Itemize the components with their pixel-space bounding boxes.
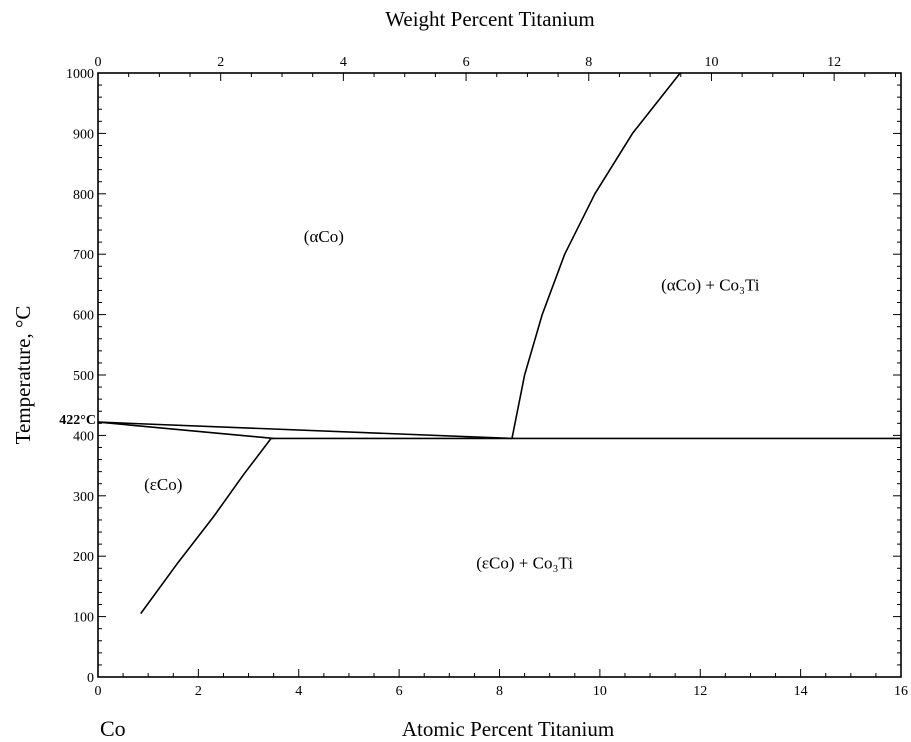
eutectoid-temperature-label: 422°C	[59, 413, 96, 428]
phase-region-labels: (αCo) (αCo) + Co₃Ti (εCo) (εCo) + Co₃Ti	[144, 227, 760, 572]
top-axis-title: Weight Percent Titanium	[385, 7, 594, 31]
top-tick-label: 10	[704, 55, 718, 70]
phase-boundary-line	[140, 437, 272, 615]
y-tick-label: 500	[73, 369, 94, 384]
y-tick-label: 0	[87, 671, 94, 686]
phase-region-label: (αCo)	[304, 227, 344, 246]
top-tick-label: 8	[585, 55, 592, 70]
x-tick-label: 0	[95, 684, 102, 699]
tick-marks	[97, 72, 902, 678]
x-tick-label: 10	[593, 684, 607, 699]
phase-boundary-line	[97, 421, 274, 440]
x-axis-title: Atomic Percent Titanium	[402, 717, 614, 741]
top-tick-label: 12	[827, 55, 841, 70]
x-tick-label: 2	[195, 684, 202, 699]
x-tick-label: 6	[396, 684, 403, 699]
phase-region-label: (αCo) + Co₃Ti	[661, 275, 760, 294]
phase-boundary-line	[511, 72, 681, 439]
y-tick-label: 300	[73, 490, 94, 505]
y-axis-title: Temperature, °C	[11, 306, 35, 445]
top-tick-label: 0	[95, 55, 102, 70]
y-tick-label: 900	[73, 127, 94, 142]
y-tick-label: 1000	[66, 67, 94, 82]
y-tick-label: 100	[73, 611, 94, 626]
element-label: Co	[100, 716, 126, 741]
y-tick-label: 200	[73, 550, 94, 565]
phase-boundaries	[97, 72, 901, 615]
phase-region-label: (εCo)	[144, 475, 182, 494]
x-tick-label: 4	[295, 684, 302, 699]
y-tick-label: 800	[73, 188, 94, 203]
top-tick-label: 4	[340, 55, 347, 70]
top-tick-label: 6	[463, 55, 470, 70]
x-tick-label: 8	[496, 684, 503, 699]
phase-region-label: (εCo) + Co₃Ti	[476, 553, 573, 572]
x-tick-label: 14	[794, 684, 808, 699]
y-tick-label: 700	[73, 248, 94, 263]
tick-labels: 0 2 4 6 8 10 12 14 16 0 2 4 6 8 10 12 0 100 200 300 400 500 60…	[66, 55, 908, 699]
y-tick-label: 600	[73, 309, 94, 324]
top-tick-label: 2	[217, 55, 224, 70]
plot-frame	[97, 72, 902, 678]
y-tick-label: 400	[73, 429, 94, 444]
x-tick-label: 12	[693, 684, 707, 699]
x-tick-label: 16	[894, 684, 908, 699]
phase-boundary-line	[97, 421, 513, 440]
